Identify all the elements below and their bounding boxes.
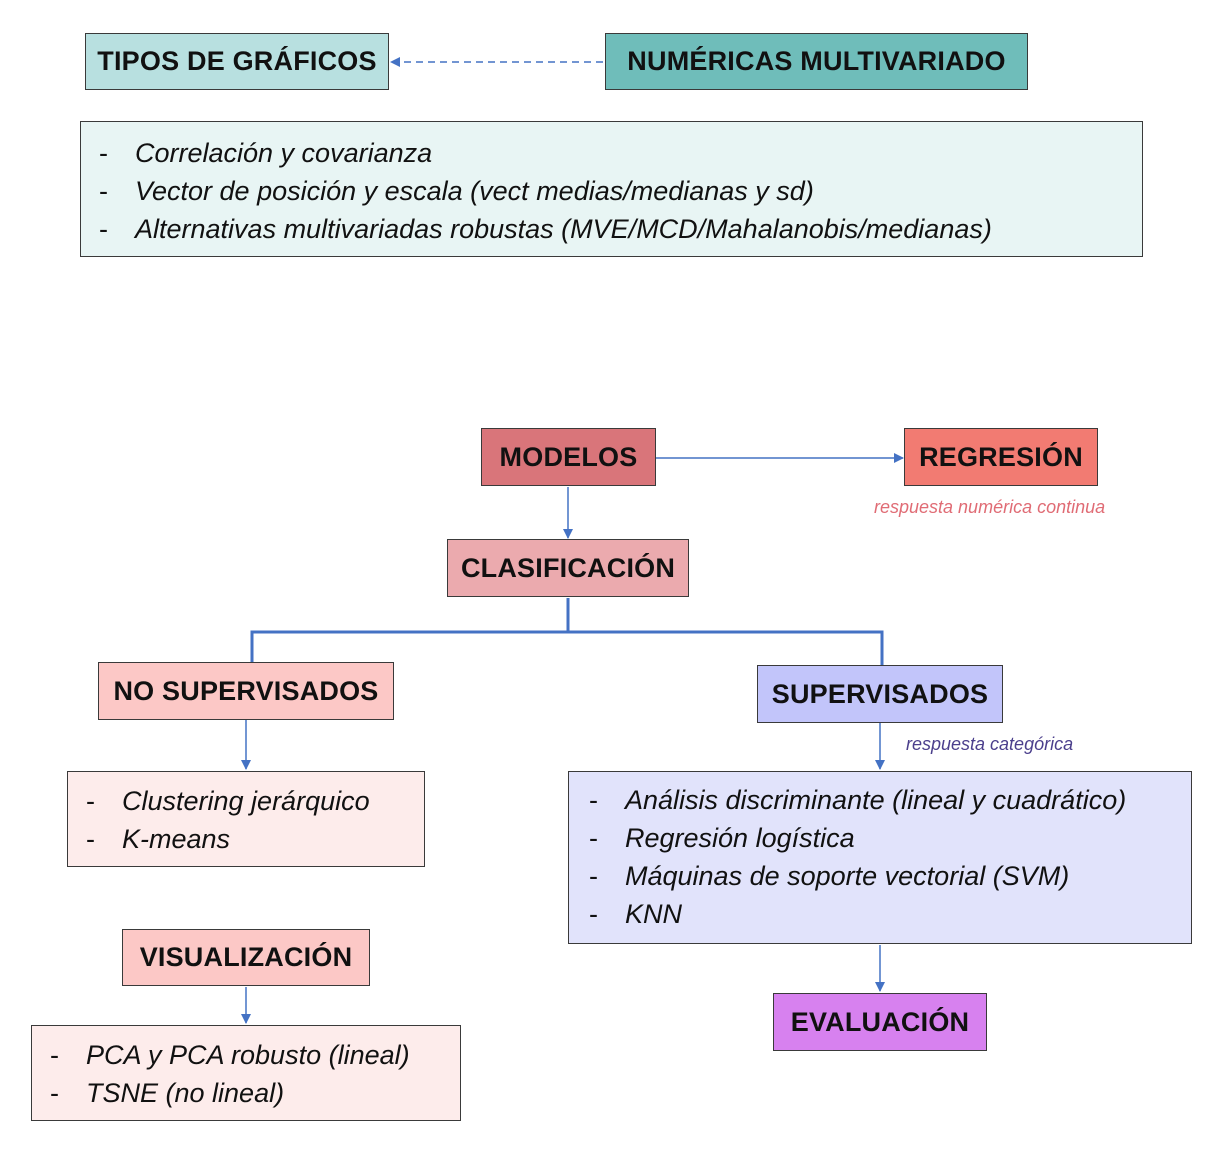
visualizacion-items-box: - PCA y PCA robusto (lineal) - TSNE (no li… (31, 1025, 461, 1121)
no-supervisados-box: NO SUPERVISADOS (98, 662, 394, 720)
list-item: - Correlación y covarianza (99, 137, 433, 168)
clasificacion-label: CLASIFICACIÓN (460, 552, 676, 583)
visualizacion-label: VISUALIZACIÓN (139, 942, 353, 972)
regresion-label: REGRESIÓN (919, 441, 1083, 472)
modelos-box: MODELOS (481, 428, 656, 486)
list-item: - Clustering jerárquico (86, 785, 370, 816)
list-item: - K-means (86, 823, 231, 854)
clasificacion-box: CLASIFICACIÓN (447, 539, 689, 597)
list-item: - TSNE (no lineal) (50, 1077, 285, 1108)
tipos-de-graficos-box: TIPOS DE GRÁFICOS (85, 33, 389, 90)
list-item: - Máquinas de soporte vectorial (SVM) (589, 860, 1070, 891)
numericas-multivariado-label: NUMÉRICAS MULTIVARIADO (627, 46, 1006, 76)
numericas-multivariado-box: NUMÉRICAS MULTIVARIADO (605, 33, 1028, 90)
modelos-label: MODELOS (499, 441, 638, 472)
list-item: - KNN (589, 898, 683, 929)
no-supervisados-items-box: - Clustering jerárquico - K-means (67, 771, 425, 867)
connector-clasificacion-supervisados (568, 630, 884, 665)
list-item: - Regresión logística (589, 822, 855, 853)
list-item: - PCA y PCA robusto (lineal) (50, 1039, 410, 1070)
visualizacion-box: VISUALIZACIÓN (122, 929, 370, 986)
regresion-box: REGRESIÓN (904, 428, 1098, 486)
tipos-de-graficos-label: TIPOS DE GRÁFICOS (97, 46, 377, 76)
supervisados-items-box: - Análisis discriminante (lineal y cuadrá… (568, 771, 1192, 944)
supervisados-box: SUPERVISADOS (757, 665, 1003, 723)
connector-clasificacion-branches (250, 598, 570, 662)
supervisados-note: respuesta categórica (906, 734, 1074, 754)
list-item: - Alternativas multivariadas robustas (MV… (99, 213, 992, 244)
evaluacion-label: EVALUACIÓN (790, 1006, 970, 1037)
numericas-items-box: - Correlación y covarianza - Vector de pos… (80, 121, 1143, 257)
no-supervisados-label: NO SUPERVISADOS (113, 675, 379, 706)
regresion-note: respuesta numérica continua (874, 497, 1106, 517)
evaluacion-box: EVALUACIÓN (773, 993, 987, 1051)
list-item: - Análisis discriminante (lineal y cuadrá… (589, 784, 1127, 815)
supervisados-label: SUPERVISADOS (771, 678, 989, 709)
list-item: - Vector de posición y escala (vect media… (99, 175, 814, 206)
